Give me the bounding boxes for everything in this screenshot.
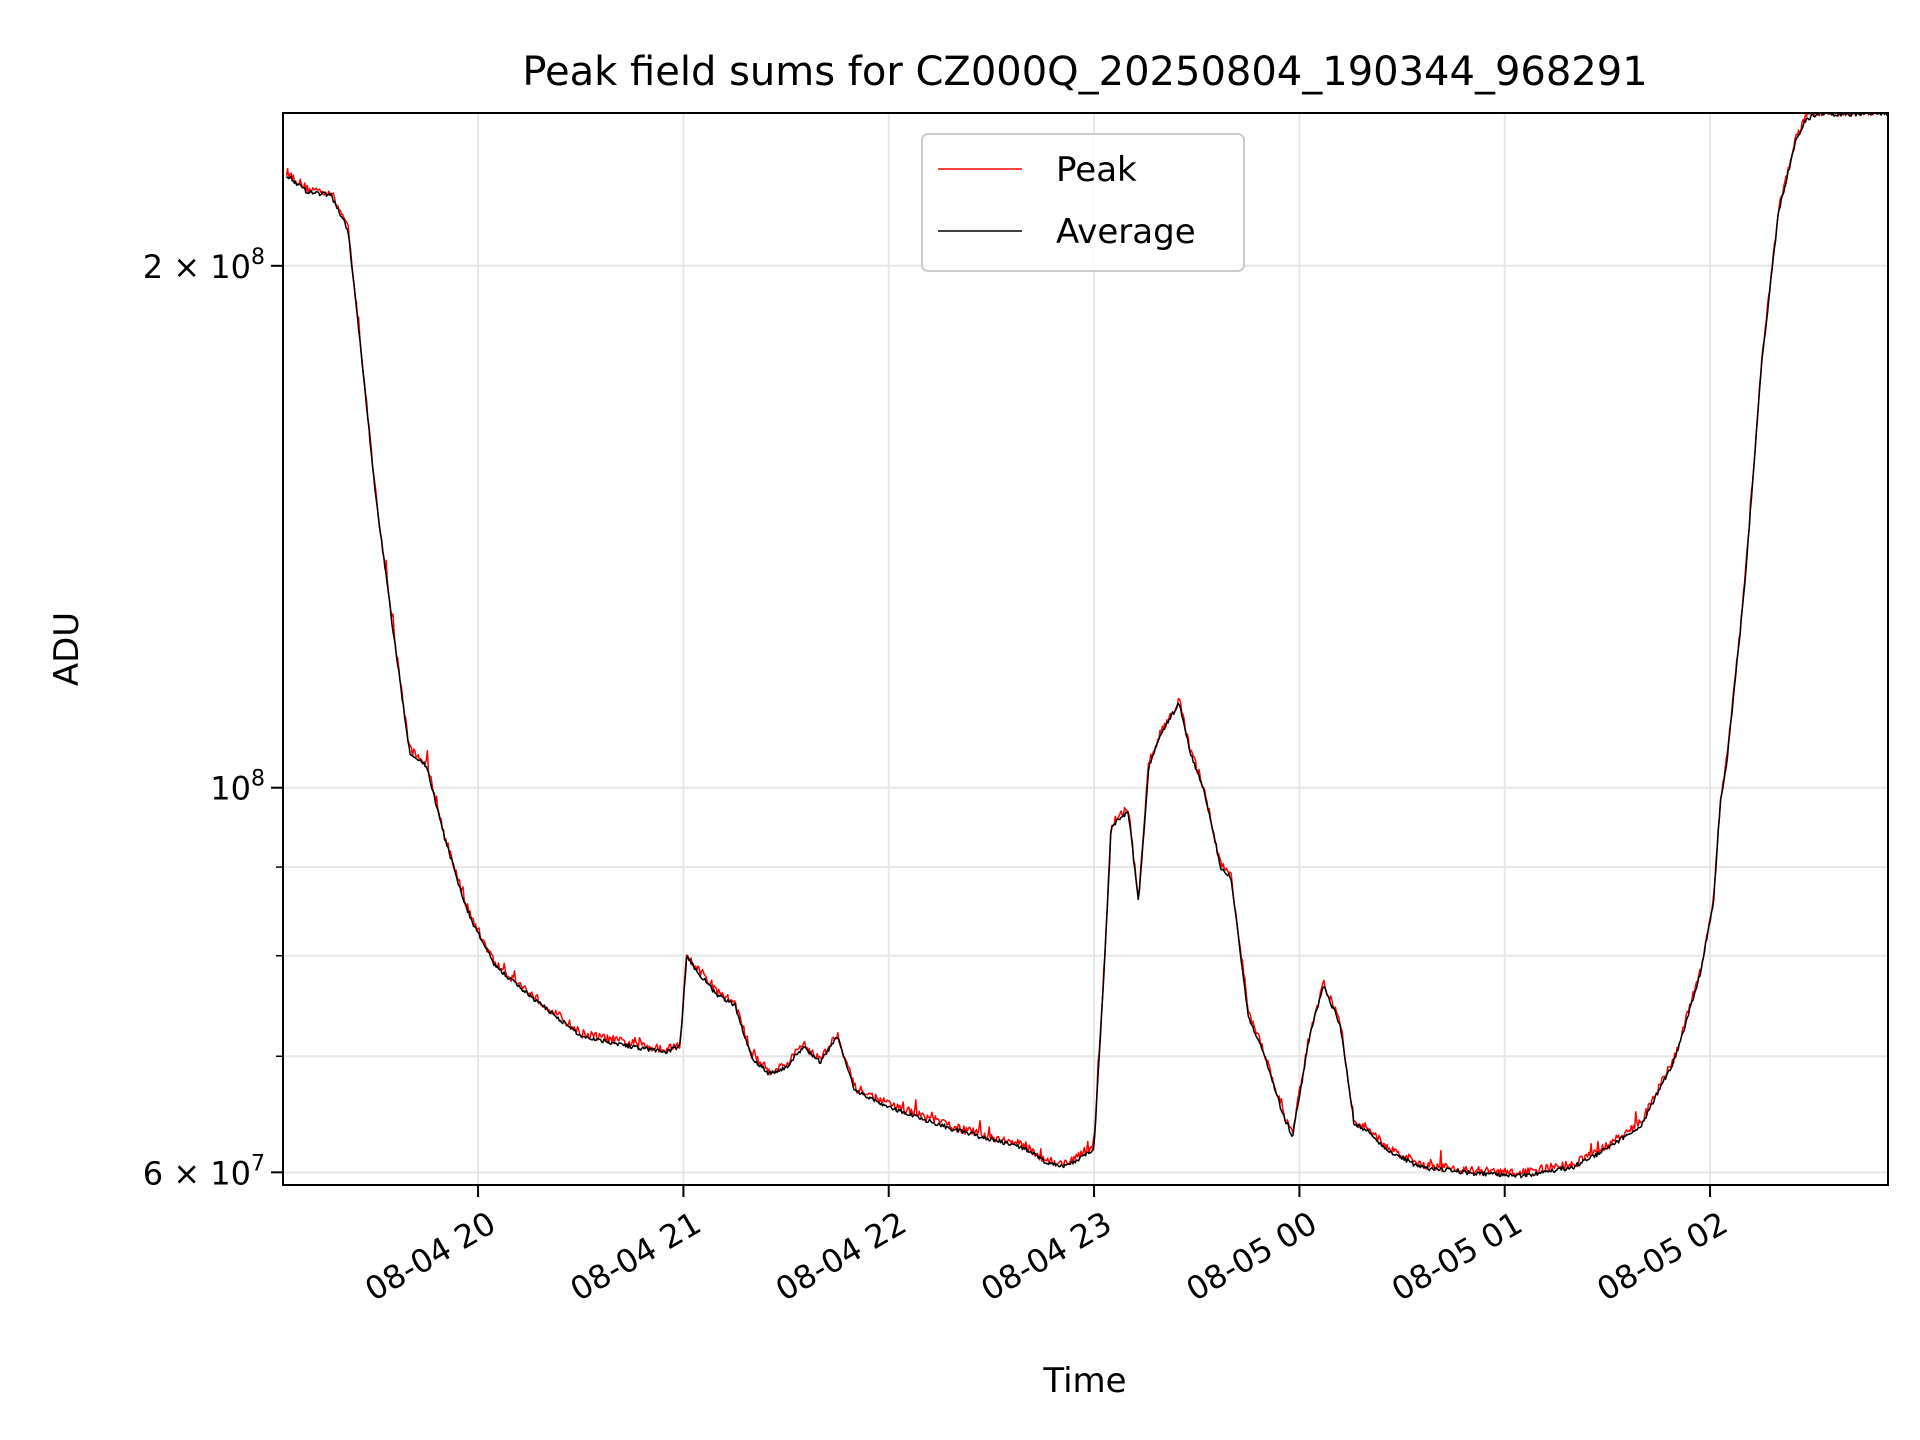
- legend: Peak Average: [921, 133, 1245, 272]
- y-tick-label: 2 × 108: [143, 245, 265, 286]
- y-tick-label: 6 × 107: [143, 1151, 265, 1192]
- legend-label-peak: Peak: [1056, 150, 1137, 190]
- y-axis-label: ADU: [47, 612, 87, 686]
- x-axis-label: Time: [1042, 1361, 1126, 1401]
- y-tick-label: 108: [210, 767, 265, 808]
- plot-frame: [282, 112, 1889, 1186]
- series-line-average: [285, 113, 1888, 1179]
- y-axis: 6 × 107 108 2 × 108: [143, 245, 283, 1192]
- legend-label-average: Average: [1056, 212, 1196, 252]
- chart-title: Peak field sums for CZ000Q_20250804_1903…: [522, 49, 1647, 95]
- series-lines: [285, 113, 1888, 1179]
